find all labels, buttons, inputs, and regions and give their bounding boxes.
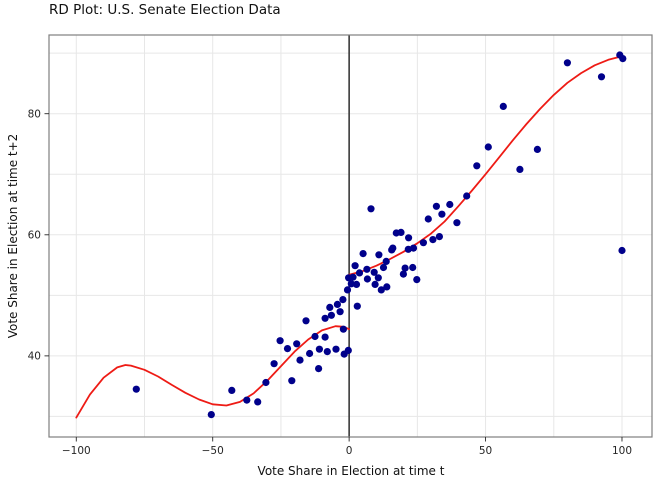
data-point	[429, 236, 437, 244]
data-point	[355, 269, 364, 277]
data-point	[409, 244, 418, 252]
data-point	[302, 317, 310, 325]
data-point	[207, 411, 215, 419]
data-point	[349, 273, 357, 281]
y-axis-label: Vote Share in Election at time t+2	[6, 133, 20, 339]
data-point	[283, 345, 292, 353]
x-tick-label: 0	[346, 445, 353, 457]
data-point	[296, 356, 304, 364]
data-point	[339, 296, 347, 304]
data-point	[347, 280, 355, 288]
y-tick-label: 60	[28, 229, 41, 241]
data-point	[321, 314, 329, 322]
x-tick-label: 100	[612, 445, 632, 457]
data-point	[332, 345, 340, 353]
data-point	[533, 145, 542, 153]
data-point	[405, 234, 413, 242]
data-point	[326, 303, 334, 311]
data-point	[377, 286, 385, 294]
data-point	[254, 398, 262, 406]
data-point	[446, 200, 454, 209]
data-point	[453, 219, 461, 227]
data-point	[276, 337, 284, 345]
data-point	[321, 333, 329, 341]
data-point	[243, 396, 251, 404]
x-tick-label: −50	[202, 445, 224, 457]
data-point	[363, 275, 371, 283]
data-point	[399, 270, 407, 278]
data-point	[516, 165, 524, 173]
data-point	[363, 265, 371, 273]
data-point	[375, 251, 383, 259]
data-point	[262, 378, 270, 387]
data-point	[499, 102, 507, 110]
data-point	[315, 365, 323, 373]
data-point	[359, 250, 367, 258]
data-point	[374, 274, 382, 282]
data-point	[352, 280, 361, 288]
data-point	[432, 202, 440, 210]
data-point	[379, 263, 388, 272]
data-point	[132, 385, 140, 393]
x-tick-label: 50	[479, 445, 492, 457]
data-point	[315, 345, 323, 353]
data-point	[367, 205, 375, 213]
data-point	[413, 276, 421, 284]
data-point	[311, 332, 319, 341]
data-point	[563, 59, 572, 67]
plot-border	[48, 34, 653, 438]
data-point	[323, 348, 331, 356]
data-point	[293, 340, 301, 348]
data-point	[353, 302, 361, 310]
chart-title: RD Plot: U.S. Senate Election Data	[49, 2, 281, 18]
data-point	[619, 55, 627, 63]
data-point	[270, 360, 278, 368]
data-point	[484, 143, 492, 151]
data-point	[597, 73, 606, 81]
data-point	[339, 325, 347, 333]
data-point	[473, 162, 481, 170]
data-point	[344, 346, 352, 354]
data-point	[336, 308, 344, 316]
data-point	[351, 262, 359, 270]
data-point	[343, 286, 352, 294]
data-point	[397, 228, 405, 236]
x-tick-label: −100	[62, 445, 91, 457]
data-point	[409, 263, 417, 272]
data-point	[371, 280, 379, 288]
x-axis-label: Vote Share in Election at time t	[257, 464, 445, 478]
data-point	[424, 215, 432, 223]
data-point	[401, 264, 409, 272]
data-point	[383, 283, 391, 291]
data-point	[327, 311, 335, 319]
y-tick-label: 40	[28, 351, 41, 363]
data-point	[382, 257, 390, 265]
y-tick-label: 80	[28, 108, 41, 120]
data-point	[333, 300, 341, 308]
data-point	[419, 239, 427, 247]
data-point	[463, 192, 471, 200]
data-point	[438, 210, 446, 218]
data-point	[306, 349, 314, 358]
data-point	[288, 377, 296, 385]
data-point	[389, 244, 397, 252]
fit-curve-right	[348, 55, 623, 276]
data-point	[435, 233, 443, 241]
data-point	[370, 268, 378, 276]
data-point	[618, 246, 626, 255]
data-point	[228, 386, 236, 394]
